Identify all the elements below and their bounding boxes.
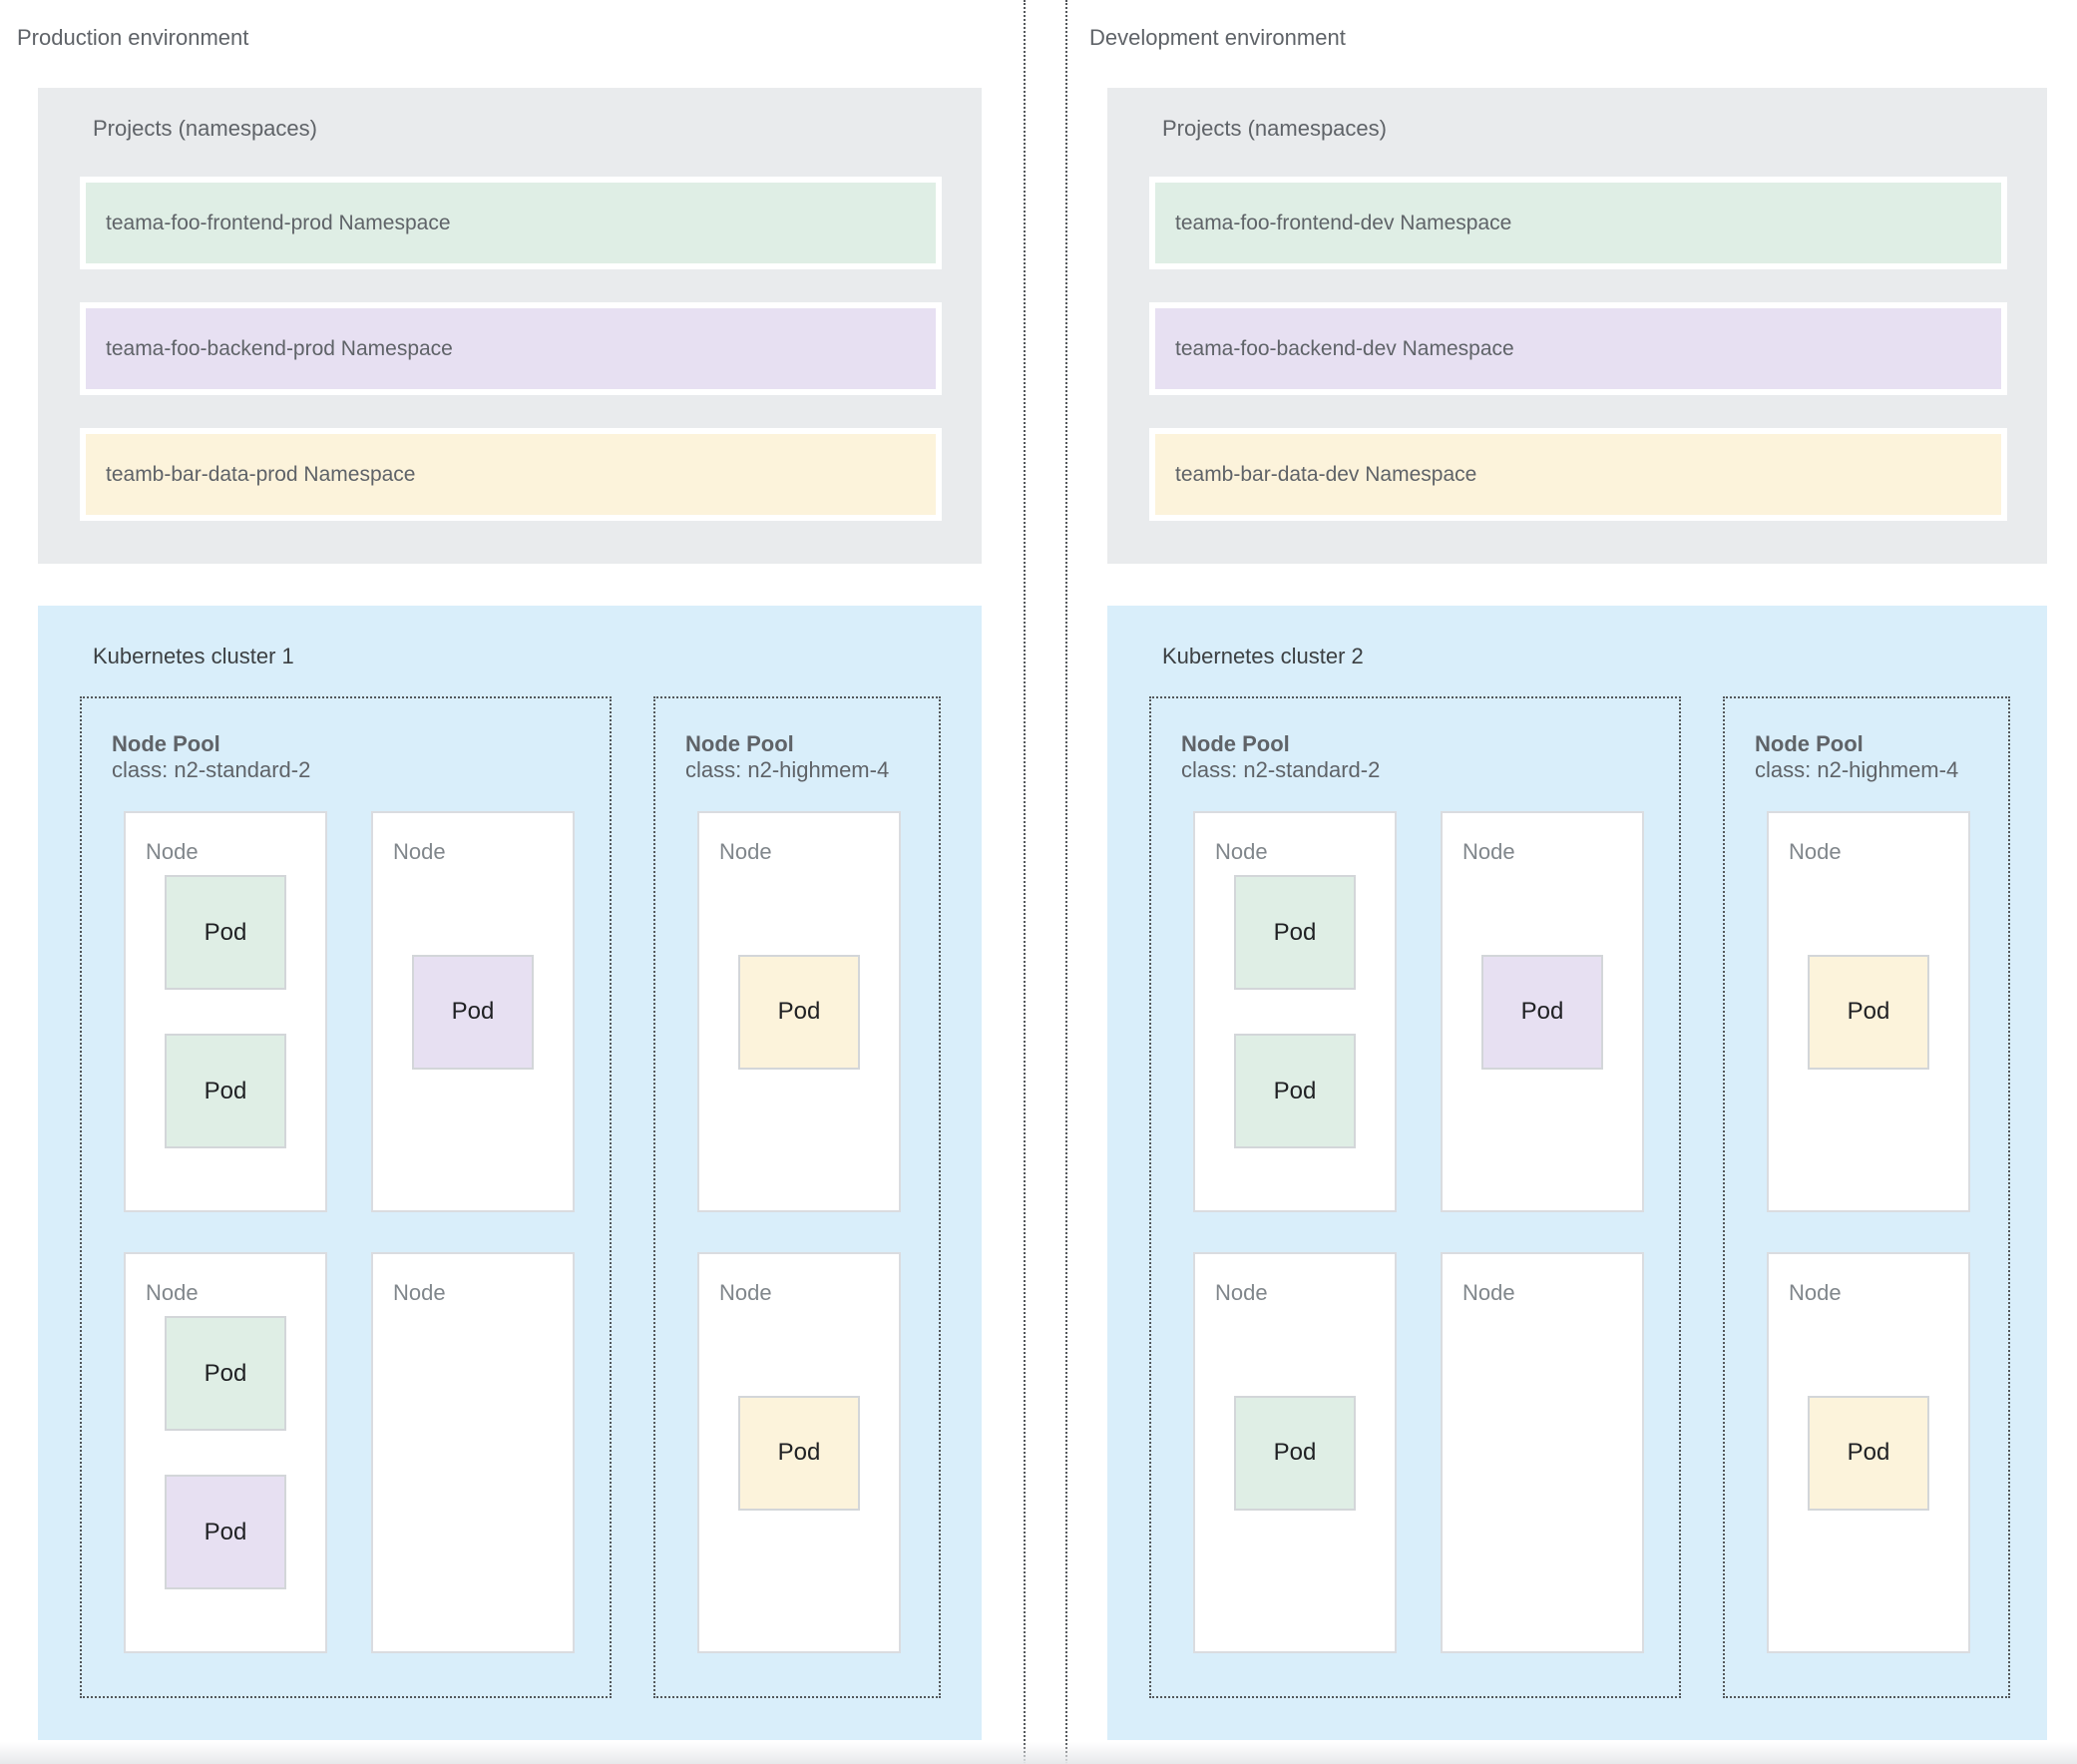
namespace-row-yellow: teamb-bar-data-prod Namespace <box>80 428 942 521</box>
pod-group: Pod Pod <box>126 1254 325 1651</box>
node-label: Node <box>719 1280 772 1305</box>
node: Node Pod <box>697 811 901 1212</box>
kubernetes-cluster-box: Kubernetes cluster 2 Node Pool class: n2-… <box>1107 606 2047 1740</box>
node-pool: Node Pool class: n2-highmem-4 Node Pod Node P… <box>1723 696 2010 1698</box>
node: Node Pod <box>371 811 575 1212</box>
pod-yellow: Pod <box>1808 1395 1929 1511</box>
projects-box-label: Projects (namespaces) <box>1162 116 1387 141</box>
node-grid: Node Pod Pod Node Pod Node Pod Node <box>1193 811 1679 1653</box>
projects-box: Projects (namespaces) teama-foo-frontend… <box>38 88 982 564</box>
node-label: Node <box>1215 1280 1268 1305</box>
node-label: Node <box>1462 1280 1515 1305</box>
environment-title: Production environment <box>17 25 249 50</box>
namespace-list: teama-foo-frontend-prod Namespace teama-f… <box>80 177 942 521</box>
node-pool-title: Node Pool <box>112 731 220 756</box>
node: Node Pod <box>697 1252 901 1653</box>
node-label: Node <box>1789 1280 1842 1305</box>
pod-purple: Pod <box>165 1475 286 1589</box>
node: Node <box>371 1252 575 1653</box>
node-pool-class: class: n2-highmem-4 <box>685 757 890 782</box>
node: Node <box>1441 1252 1644 1653</box>
pod-group: Pod <box>1443 813 1642 1210</box>
node-label: Node <box>146 839 199 864</box>
development-environment-panel: Development environment Projects (namesp… <box>1067 0 2077 1764</box>
node-grid: Node Pod Pod Node Pod Node Pod Pod Node <box>124 811 610 1653</box>
node-pools: Node Pool class: n2-standard-2 Node Pod Pod N… <box>1149 696 2047 1698</box>
projects-box: Projects (namespaces) teama-foo-frontend… <box>1107 88 2047 564</box>
node-label: Node <box>146 1280 199 1305</box>
pod-purple: Pod <box>412 954 534 1070</box>
namespace-row-yellow: teamb-bar-data-dev Namespace <box>1149 428 2007 521</box>
node-label: Node <box>1215 839 1268 864</box>
namespace-label: teama-foo-frontend-prod Namespace <box>106 211 451 234</box>
pod-yellow: Pod <box>738 954 860 1070</box>
node: Node Pod Pod <box>1193 811 1397 1212</box>
node-label: Node <box>393 1280 446 1305</box>
namespace-row-green: teama-foo-frontend-dev Namespace <box>1149 177 2007 269</box>
node-pool-class: class: n2-standard-2 <box>1181 757 1381 782</box>
cluster-title: Kubernetes cluster 1 <box>93 644 294 668</box>
projects-box-label: Projects (namespaces) <box>93 116 317 141</box>
pod-group: Pod Pod <box>1195 813 1395 1210</box>
node-pools: Node Pool class: n2-standard-2 Node Pod Pod N… <box>80 696 982 1698</box>
node-pool: Node Pool class: n2-standard-2 Node Pod Pod N… <box>80 696 612 1698</box>
node: Node Pod <box>1193 1252 1397 1653</box>
pod-green: Pod <box>1234 1034 1356 1148</box>
node-pool: Node Pool class: n2-highmem-4 Node Pod Node P… <box>653 696 941 1698</box>
pod-group: Pod <box>699 813 899 1210</box>
pod-green: Pod <box>165 875 286 990</box>
cluster-title: Kubernetes cluster 2 <box>1162 644 1364 668</box>
node-pool-class: class: n2-highmem-4 <box>1755 757 1959 782</box>
pod-group: Pod <box>1769 1254 1968 1651</box>
namespace-row-purple: teama-foo-backend-dev Namespace <box>1149 302 2007 395</box>
pod-group: Pod <box>1769 813 1968 1210</box>
node-label: Node <box>719 839 772 864</box>
node: Node Pod <box>1767 811 1970 1212</box>
namespace-label: teama-foo-backend-prod Namespace <box>106 336 453 360</box>
namespace-label: teama-foo-frontend-dev Namespace <box>1175 211 1512 234</box>
node-label: Node <box>393 839 446 864</box>
production-environment-panel: Production environment Projects (namespa… <box>0 0 1024 1764</box>
namespace-label: teama-foo-backend-dev Namespace <box>1175 336 1514 360</box>
pod-group: Pod <box>1195 1254 1395 1651</box>
node-label: Node <box>1789 839 1842 864</box>
node-label: Node <box>1462 839 1515 864</box>
pod-green: Pod <box>1234 1395 1356 1511</box>
node-grid: Node Pod Node Pod <box>697 811 939 1653</box>
node: Node Pod Pod <box>124 1252 327 1653</box>
namespace-row-purple: teama-foo-backend-prod Namespace <box>80 302 942 395</box>
pod-green: Pod <box>1234 875 1356 990</box>
node-pool-title: Node Pool <box>685 731 794 756</box>
pod-purple: Pod <box>1481 954 1603 1070</box>
pod-group: Pod <box>373 813 573 1210</box>
node: Node Pod <box>1767 1252 1970 1653</box>
pod-yellow: Pod <box>738 1395 860 1511</box>
pod-group <box>373 1254 573 1651</box>
environment-title: Development environment <box>1089 25 1346 50</box>
namespace-row-green: teama-foo-frontend-prod Namespace <box>80 177 942 269</box>
node: Node Pod Pod <box>124 811 327 1212</box>
pod-group: Pod Pod <box>126 813 325 1210</box>
pod-group: Pod <box>699 1254 899 1651</box>
node: Node Pod <box>1441 811 1644 1212</box>
namespace-label: teamb-bar-data-prod Namespace <box>106 462 416 486</box>
pod-group <box>1443 1254 1642 1651</box>
node-pool: Node Pool class: n2-standard-2 Node Pod Pod N… <box>1149 696 1681 1698</box>
node-pool-title: Node Pool <box>1755 731 1864 756</box>
pod-green: Pod <box>165 1034 286 1148</box>
pod-green: Pod <box>165 1316 286 1431</box>
kubernetes-cluster-box: Kubernetes cluster 1 Node Pool class: n2-… <box>38 606 982 1740</box>
environment-divider <box>1024 0 1067 1764</box>
namespace-list: teama-foo-frontend-dev Namespace teama-fo… <box>1149 177 2007 521</box>
namespace-label: teamb-bar-data-dev Namespace <box>1175 462 1477 486</box>
node-grid: Node Pod Node Pod <box>1767 811 2008 1653</box>
node-pool-title: Node Pool <box>1181 731 1290 756</box>
node-pool-class: class: n2-standard-2 <box>112 757 311 782</box>
pod-yellow: Pod <box>1808 954 1929 1070</box>
